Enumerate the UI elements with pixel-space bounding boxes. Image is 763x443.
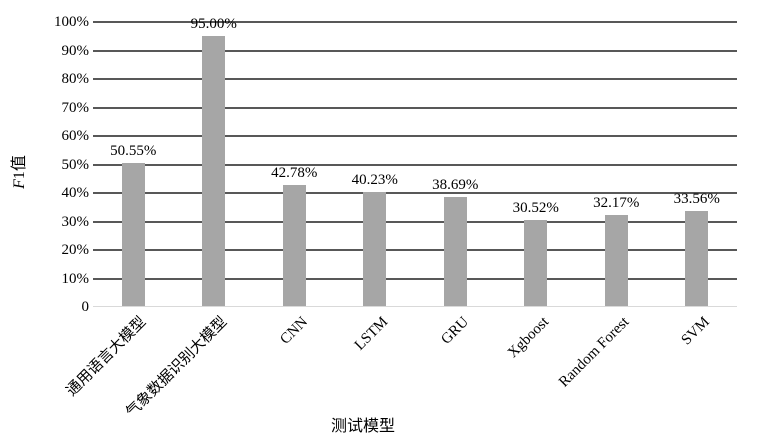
y-tick-label: 80% bbox=[61, 71, 90, 87]
x-axis-title: 测试模型 bbox=[330, 418, 395, 435]
y-axis-title-rest: 1值 bbox=[11, 155, 28, 180]
gridline bbox=[93, 220, 737, 223]
plot-area: 50.55% 95.00% 42.78% 40.23% 38.69% 30.52% 32.1… bbox=[93, 16, 737, 307]
y-axis-title: F1值 bbox=[10, 132, 30, 212]
y-tick-label: 60% bbox=[61, 128, 90, 144]
gridline bbox=[93, 192, 737, 194]
bar-value-label: 33.56% bbox=[673, 191, 720, 207]
x-category-label: GRU bbox=[437, 314, 472, 348]
gridline bbox=[93, 49, 737, 52]
bar-value-label: 38.69% bbox=[432, 177, 479, 193]
bar bbox=[121, 163, 145, 307]
y-tick-label: 40% bbox=[61, 185, 90, 201]
x-category-label: LSTM bbox=[351, 314, 392, 354]
bar bbox=[363, 192, 387, 307]
bar bbox=[282, 185, 306, 307]
y-tick-label: 0 bbox=[81, 299, 90, 315]
gridline bbox=[93, 106, 737, 109]
gridline bbox=[93, 277, 737, 280]
bar-value-label: 95.00% bbox=[190, 16, 237, 32]
x-category-label: SVM bbox=[678, 314, 714, 349]
gridline bbox=[93, 249, 737, 251]
y-tick-label: 10% bbox=[61, 270, 90, 287]
bar bbox=[524, 220, 548, 307]
y-tick-label: 70% bbox=[61, 99, 90, 116]
gridline bbox=[93, 135, 737, 137]
x-axis-line bbox=[93, 306, 737, 307]
gridline bbox=[93, 163, 737, 166]
bar-value-label: 30.52% bbox=[512, 200, 559, 216]
y-tick-label: 100% bbox=[54, 14, 89, 30]
gridline bbox=[93, 21, 737, 23]
x-category-label: Xgboost bbox=[504, 314, 553, 362]
bar bbox=[685, 211, 709, 307]
x-category-label: Random Forest bbox=[556, 314, 633, 391]
y-tick-label: 20% bbox=[61, 242, 90, 258]
bar bbox=[202, 36, 226, 307]
gridline bbox=[93, 78, 737, 80]
bar-value-label: 32.17% bbox=[593, 195, 640, 211]
y-tick-label: 90% bbox=[61, 42, 90, 59]
y-tick-label: 50% bbox=[61, 156, 90, 173]
bar-value-label: 42.78% bbox=[271, 165, 318, 181]
bar-value-label: 40.23% bbox=[351, 172, 398, 188]
x-category-label: 通用语言大模型 bbox=[63, 314, 150, 400]
x-category-label: CNN bbox=[276, 314, 311, 348]
bar bbox=[443, 197, 467, 307]
bar-value-label: 50.55% bbox=[110, 143, 157, 159]
bar bbox=[604, 215, 628, 307]
y-tick-label: 30% bbox=[61, 213, 90, 230]
y-axis-title-italic-part: F bbox=[11, 179, 28, 189]
